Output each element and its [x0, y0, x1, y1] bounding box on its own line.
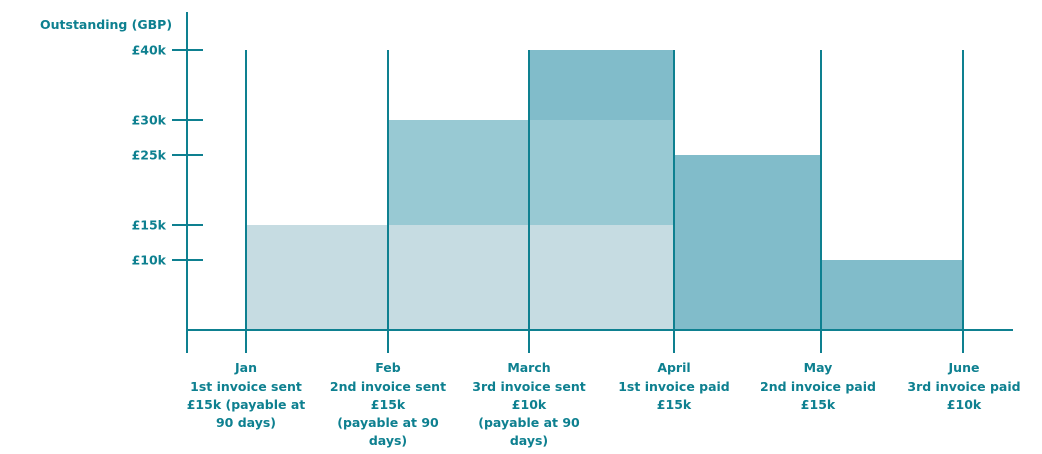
month-description-line: £15k (payable at	[187, 397, 306, 412]
month-description-line: (payable at 90	[337, 415, 439, 430]
month-label-june: June 3rd invoice paid £10k	[907, 360, 1020, 412]
month-description-line: £15k	[801, 397, 836, 412]
month-name: June	[948, 360, 980, 375]
month-name: May	[804, 360, 833, 375]
chart-areas	[246, 50, 963, 330]
month-label-may: May 2nd invoice paid £15k	[760, 360, 876, 412]
invoice-1-area-jan	[246, 225, 388, 330]
invoice-2-area-april	[674, 225, 821, 330]
invoice-2-area-feb	[388, 120, 529, 225]
y-axis-title: Outstanding (GBP)	[40, 17, 172, 32]
month-description-line: 1st invoice paid	[618, 379, 730, 394]
month-description-line: 3rd invoice paid	[907, 379, 1020, 394]
month-label-jan: Jan 1st invoice sent £15k (payable at 90 da…	[187, 360, 306, 430]
month-description-line: £10k	[512, 397, 547, 412]
invoice-3-area-may	[821, 260, 963, 330]
y-tick-label-25: £25k	[132, 148, 167, 163]
y-tick-label-40: £40k	[132, 43, 167, 58]
invoice-3-area-march	[529, 50, 674, 120]
month-label-march: March 3rd invoice sent £10k (payable at 90 d…	[472, 360, 585, 448]
month-description-line: days)	[510, 433, 548, 448]
y-tick-label-30: £30k	[132, 113, 167, 128]
month-description-line: 3rd invoice sent	[472, 379, 585, 394]
invoice-1-area-feb	[388, 225, 529, 330]
y-axis-ticks: £40k £30k £25k £15k £10k	[132, 43, 203, 268]
month-name: Jan	[234, 360, 257, 375]
month-name: Feb	[375, 360, 401, 375]
month-gridlines	[245, 50, 964, 353]
month-description-line: £15k	[657, 397, 692, 412]
x-axis-labels: Jan 1st invoice sent £15k (payable at 90 da…	[187, 360, 1021, 448]
chart-axes	[186, 12, 1013, 353]
month-label-feb: Feb 2nd invoice sent £15k (payable at 90 day…	[330, 360, 446, 448]
month-description-line: £15k	[371, 397, 406, 412]
month-description-line: 2nd invoice paid	[760, 379, 876, 394]
month-description-line: 1st invoice sent	[190, 379, 302, 394]
month-description-line: £10k	[947, 397, 982, 412]
y-tick-label-10: £10k	[132, 253, 167, 268]
month-name: April	[657, 360, 690, 375]
month-description-line: 90 days)	[216, 415, 276, 430]
month-description-line: (payable at 90	[478, 415, 580, 430]
month-name: March	[507, 360, 550, 375]
y-tick-label-15: £15k	[132, 218, 167, 233]
month-description-line: days)	[369, 433, 407, 448]
invoice-1-area-march	[529, 225, 674, 330]
invoice-2-area-march	[529, 120, 674, 225]
month-label-april: April 1st invoice paid £15k	[618, 360, 730, 412]
month-description-line: 2nd invoice sent	[330, 379, 446, 394]
invoice-3-area-april	[674, 155, 821, 225]
